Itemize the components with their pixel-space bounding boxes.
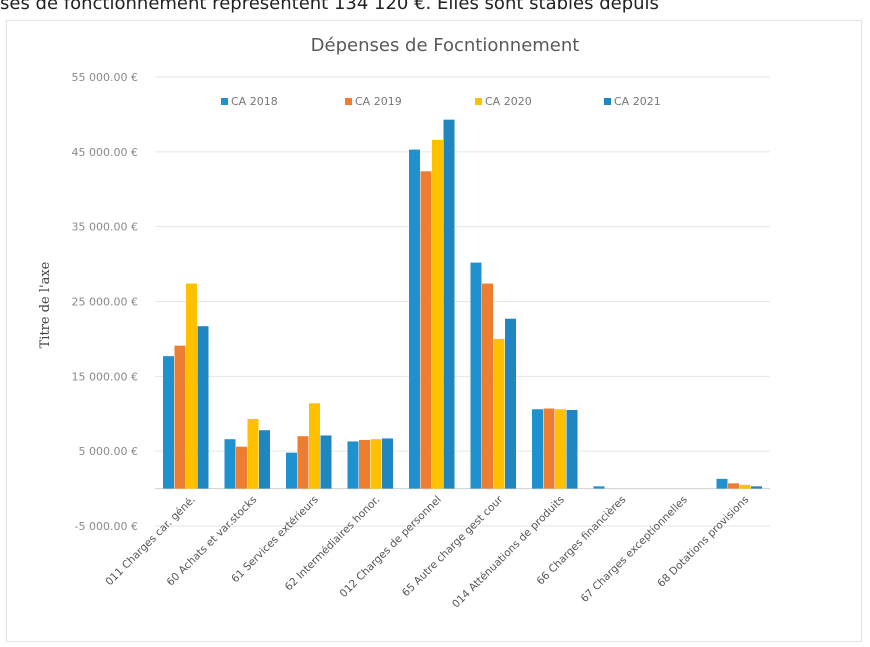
y-tick-label: 15 000.00 € — [72, 370, 138, 383]
bar — [347, 441, 359, 489]
bar — [555, 409, 566, 489]
legend-swatch — [475, 98, 482, 105]
legend-item: CA 2021 — [604, 95, 661, 108]
bar — [370, 439, 382, 489]
legend-item: CA 2018 — [221, 95, 278, 108]
bar — [224, 439, 236, 489]
legend-label: CA 2021 — [614, 95, 661, 108]
bar — [593, 486, 605, 489]
legend-item: CA 2020 — [475, 95, 532, 108]
legend-swatch — [604, 98, 611, 105]
y-tick-label: -5 000.00 € — [75, 520, 138, 533]
bar — [566, 410, 578, 489]
bar — [432, 139, 443, 489]
bar — [359, 439, 370, 489]
bar — [197, 326, 209, 489]
bar — [716, 478, 728, 489]
legend: CA 2018 CA 2019 CA 2020 CA 2021 — [221, 95, 661, 108]
bar — [186, 283, 197, 489]
grid-lines — [155, 76, 770, 527]
bar — [505, 318, 516, 489]
x-tick-label: 67 Charges exceptionnelles — [579, 494, 690, 605]
bar — [309, 403, 320, 489]
bar — [482, 283, 493, 489]
bar — [493, 338, 505, 489]
bar — [751, 486, 762, 489]
bars — [163, 119, 762, 489]
bar — [286, 452, 297, 489]
legend-swatch — [221, 98, 228, 105]
legend-label: CA 2020 — [485, 95, 532, 108]
bar — [297, 436, 309, 489]
bar — [247, 418, 259, 489]
x-tick-label: 012 Charges de personnel — [338, 494, 444, 600]
bar — [543, 408, 555, 489]
legend-label: CA 2019 — [355, 95, 402, 108]
y-axis-label: Titre de l'axe — [38, 261, 53, 348]
y-axis-ticks: -5 000.00 € 5 000.00 € 15 000.00 € 25 000.0… — [72, 71, 138, 533]
y-tick-label: 55 000.00 € — [72, 71, 138, 84]
legend-item: CA 2019 — [345, 95, 402, 108]
bar — [259, 430, 270, 489]
bar — [236, 446, 247, 489]
x-tick-label: 014 Atténuations de produits — [450, 494, 567, 611]
bar — [728, 483, 739, 489]
bar — [739, 484, 751, 489]
x-axis-ticks: 011 Charges car. géné.60 Achats et var.s… — [103, 493, 751, 610]
bar — [443, 119, 455, 489]
bar — [420, 171, 432, 489]
y-tick-label: 5 000.00 € — [79, 445, 138, 458]
bar — [163, 356, 174, 489]
chart-title: Dépenses de Focntionnement — [311, 35, 580, 56]
bar — [409, 149, 420, 489]
legend-label: CA 2018 — [231, 95, 278, 108]
bar — [470, 262, 482, 489]
bar — [532, 409, 543, 489]
y-tick-label: 25 000.00 € — [72, 296, 138, 309]
legend-swatch — [345, 98, 352, 105]
bar — [382, 438, 393, 489]
x-tick-label: 65 Autre charge gest cour — [400, 493, 506, 599]
bar — [174, 345, 186, 489]
y-tick-label: 35 000.00 € — [72, 221, 138, 234]
bar — [320, 435, 332, 489]
chart-frame — [6, 20, 862, 642]
y-tick-label: 45 000.00 € — [72, 146, 138, 159]
page-header-text: ses de fonctionnement représentent 134 1… — [0, 0, 659, 14]
